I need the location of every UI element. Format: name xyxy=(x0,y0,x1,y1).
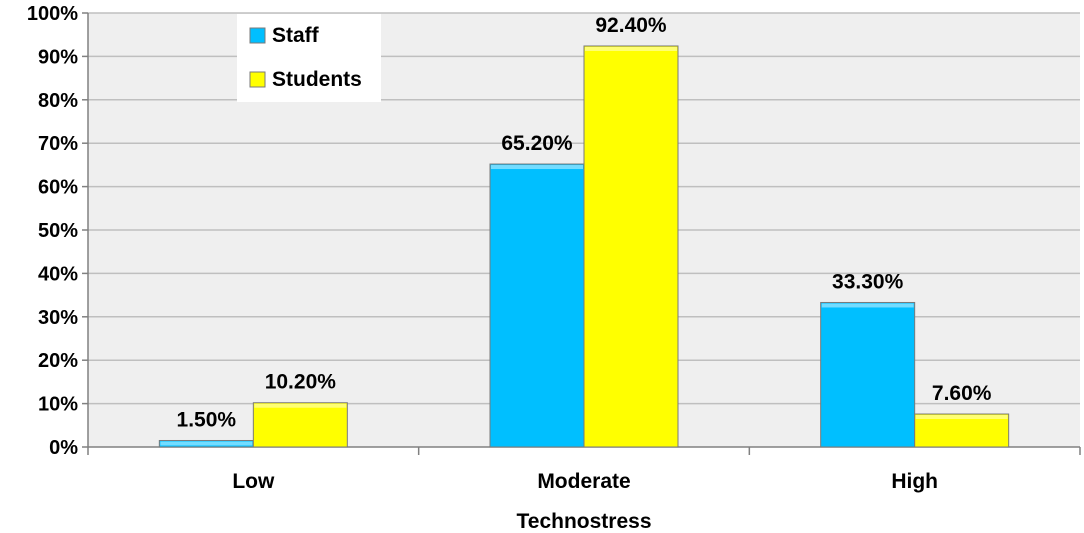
y-tick-label: 50% xyxy=(38,220,78,242)
legend-label: Students xyxy=(272,68,362,91)
bar-highlight xyxy=(491,165,583,170)
bar-students xyxy=(914,413,1010,448)
y-tick-label: 90% xyxy=(38,46,78,68)
data-label: 7.60% xyxy=(932,382,992,405)
bar-staff xyxy=(820,301,916,448)
legend: Staff Students xyxy=(237,14,381,102)
y-tick-label: 40% xyxy=(38,263,78,285)
x-axis-title: Technostress xyxy=(517,510,652,533)
bars xyxy=(158,45,1010,448)
bar-students xyxy=(583,45,679,448)
bar-highlight xyxy=(254,403,347,408)
y-tick-label: 80% xyxy=(38,90,78,112)
y-tick-label: 70% xyxy=(38,133,78,155)
bar-highlight xyxy=(821,303,914,308)
legend-swatch-students xyxy=(249,71,266,88)
y-tick-label: 10% xyxy=(38,394,78,416)
bar-highlight xyxy=(915,415,1008,420)
legend-swatch-staff xyxy=(249,27,266,44)
bar-highlight xyxy=(585,46,677,51)
legend-label: Staff xyxy=(272,24,320,47)
y-tick-label: 100% xyxy=(27,3,78,25)
bar-highlight xyxy=(160,441,253,446)
x-axis: Low Moderate High xyxy=(87,446,1081,493)
data-label: 10.20% xyxy=(265,371,337,394)
x-tick-label: High xyxy=(891,470,938,493)
y-tick-label: 30% xyxy=(38,307,78,329)
y-tick-label: 20% xyxy=(38,350,78,372)
x-tick-label: Low xyxy=(232,470,275,493)
data-label: 1.50% xyxy=(177,408,237,431)
bar-students xyxy=(252,402,348,448)
data-label: 65.20% xyxy=(501,132,573,155)
data-label: 33.30% xyxy=(832,270,904,293)
y-tick-label: 60% xyxy=(38,177,78,199)
data-labels: 1.50% 65.20% 33.30% 10.20% 92.40% 7.60% xyxy=(177,14,992,432)
bar-staff xyxy=(489,163,585,448)
y-axis: 0% 10% 20% 30% 40% 50% 60% 70% 80% 90% 100% xyxy=(27,3,89,459)
data-label: 92.40% xyxy=(595,14,667,37)
x-tick-label: Moderate xyxy=(537,470,630,493)
y-tick-label: 0% xyxy=(49,437,78,459)
